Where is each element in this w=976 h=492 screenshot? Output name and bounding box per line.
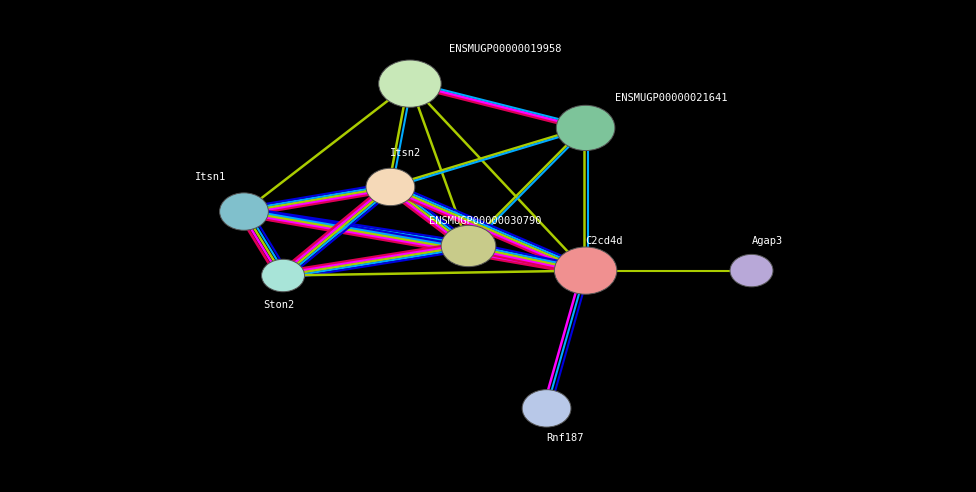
- Text: C2cd4d: C2cd4d: [586, 236, 623, 246]
- Ellipse shape: [379, 60, 441, 107]
- Text: ENSMUGP00000030790: ENSMUGP00000030790: [429, 216, 542, 226]
- Text: Ston2: Ston2: [264, 300, 295, 310]
- Text: Itsn2: Itsn2: [390, 148, 422, 157]
- Ellipse shape: [554, 247, 617, 294]
- Ellipse shape: [441, 225, 496, 267]
- Ellipse shape: [522, 390, 571, 427]
- Text: Itsn1: Itsn1: [195, 172, 226, 182]
- Text: ENSMUGP00000019958: ENSMUGP00000019958: [449, 44, 561, 54]
- Ellipse shape: [220, 193, 268, 230]
- Text: ENSMUGP00000021641: ENSMUGP00000021641: [615, 93, 727, 103]
- Ellipse shape: [262, 259, 305, 292]
- Text: Agap3: Agap3: [752, 236, 783, 246]
- Ellipse shape: [556, 105, 615, 151]
- Ellipse shape: [730, 254, 773, 287]
- Ellipse shape: [366, 168, 415, 206]
- Text: Rnf187: Rnf187: [547, 433, 584, 443]
